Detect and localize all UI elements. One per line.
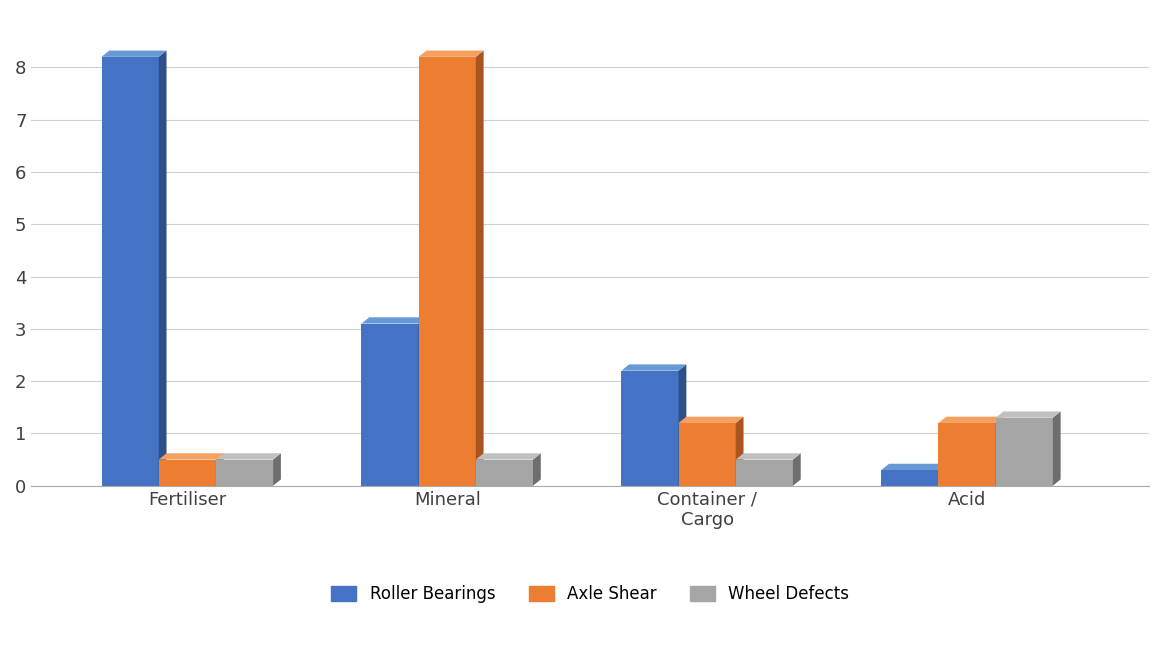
Polygon shape (215, 460, 274, 486)
Polygon shape (158, 460, 215, 486)
Polygon shape (419, 51, 483, 57)
Polygon shape (419, 57, 476, 486)
Polygon shape (995, 418, 1052, 486)
Polygon shape (679, 364, 687, 486)
Polygon shape (476, 51, 483, 486)
Polygon shape (533, 454, 541, 486)
Polygon shape (101, 57, 158, 486)
Polygon shape (362, 317, 426, 324)
Polygon shape (622, 371, 679, 486)
Polygon shape (881, 470, 938, 486)
Polygon shape (362, 324, 419, 486)
Polygon shape (679, 417, 744, 423)
Polygon shape (881, 464, 946, 470)
Polygon shape (736, 417, 744, 486)
Polygon shape (158, 51, 166, 486)
Polygon shape (215, 454, 223, 486)
Polygon shape (101, 51, 166, 57)
Polygon shape (736, 454, 801, 460)
Polygon shape (793, 454, 801, 486)
Polygon shape (274, 454, 281, 486)
Polygon shape (938, 464, 946, 486)
Polygon shape (622, 364, 687, 371)
Polygon shape (995, 412, 1060, 418)
Polygon shape (679, 423, 736, 486)
Polygon shape (736, 460, 793, 486)
Polygon shape (476, 460, 533, 486)
Polygon shape (419, 317, 426, 486)
Polygon shape (995, 417, 1003, 486)
Polygon shape (476, 454, 541, 460)
Legend: Roller Bearings, Axle Shear, Wheel Defects: Roller Bearings, Axle Shear, Wheel Defec… (325, 579, 856, 610)
Polygon shape (215, 454, 281, 460)
Polygon shape (938, 417, 1003, 423)
Polygon shape (938, 423, 995, 486)
Polygon shape (158, 454, 223, 460)
Polygon shape (1052, 412, 1060, 486)
